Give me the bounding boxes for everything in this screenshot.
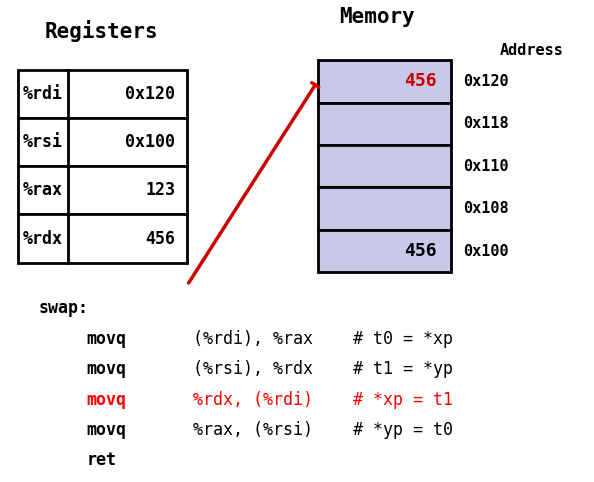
Text: %rdi: %rdi xyxy=(23,85,63,103)
FancyBboxPatch shape xyxy=(18,70,187,118)
Text: # t1 = *yp: # t1 = *yp xyxy=(353,360,453,378)
FancyBboxPatch shape xyxy=(18,166,187,214)
Text: %rax: %rax xyxy=(23,181,63,200)
Text: (%rdi), %rax: (%rdi), %rax xyxy=(193,330,313,348)
Text: 123: 123 xyxy=(145,181,175,200)
Text: 0x108: 0x108 xyxy=(463,201,509,216)
Text: %rdx, (%rdi): %rdx, (%rdi) xyxy=(193,390,313,409)
Text: %rdx: %rdx xyxy=(23,229,63,248)
Text: swap:: swap: xyxy=(39,299,89,318)
Text: Address: Address xyxy=(500,43,564,58)
Text: %rax, (%rsi): %rax, (%rsi) xyxy=(193,421,313,439)
Text: 0x110: 0x110 xyxy=(463,159,509,174)
FancyBboxPatch shape xyxy=(318,230,451,272)
Text: # *yp = t0: # *yp = t0 xyxy=(353,421,453,439)
FancyBboxPatch shape xyxy=(318,187,451,230)
Text: 456: 456 xyxy=(404,242,437,260)
Text: 0x120: 0x120 xyxy=(463,74,509,89)
Text: 456: 456 xyxy=(145,229,175,248)
FancyBboxPatch shape xyxy=(18,118,187,166)
Text: movq: movq xyxy=(86,360,126,378)
Text: 0x118: 0x118 xyxy=(463,116,509,132)
Text: movq: movq xyxy=(86,421,126,439)
Text: %rsi: %rsi xyxy=(23,133,63,151)
Text: ret: ret xyxy=(86,451,116,469)
FancyBboxPatch shape xyxy=(318,60,451,103)
Text: 0x100: 0x100 xyxy=(463,243,509,259)
Text: (%rsi), %rdx: (%rsi), %rdx xyxy=(193,360,313,378)
Text: movq: movq xyxy=(86,390,126,409)
FancyBboxPatch shape xyxy=(318,145,451,187)
Text: 456: 456 xyxy=(404,72,437,91)
FancyBboxPatch shape xyxy=(318,103,451,145)
Text: 0x120: 0x120 xyxy=(125,85,175,103)
Text: Registers: Registers xyxy=(44,20,158,42)
Text: # t0 = *xp: # t0 = *xp xyxy=(353,330,453,348)
Text: 0x100: 0x100 xyxy=(125,133,175,151)
FancyBboxPatch shape xyxy=(18,214,187,263)
Text: # *xp = t1: # *xp = t1 xyxy=(353,390,453,409)
Text: movq: movq xyxy=(86,330,126,348)
Text: Memory: Memory xyxy=(339,7,415,27)
